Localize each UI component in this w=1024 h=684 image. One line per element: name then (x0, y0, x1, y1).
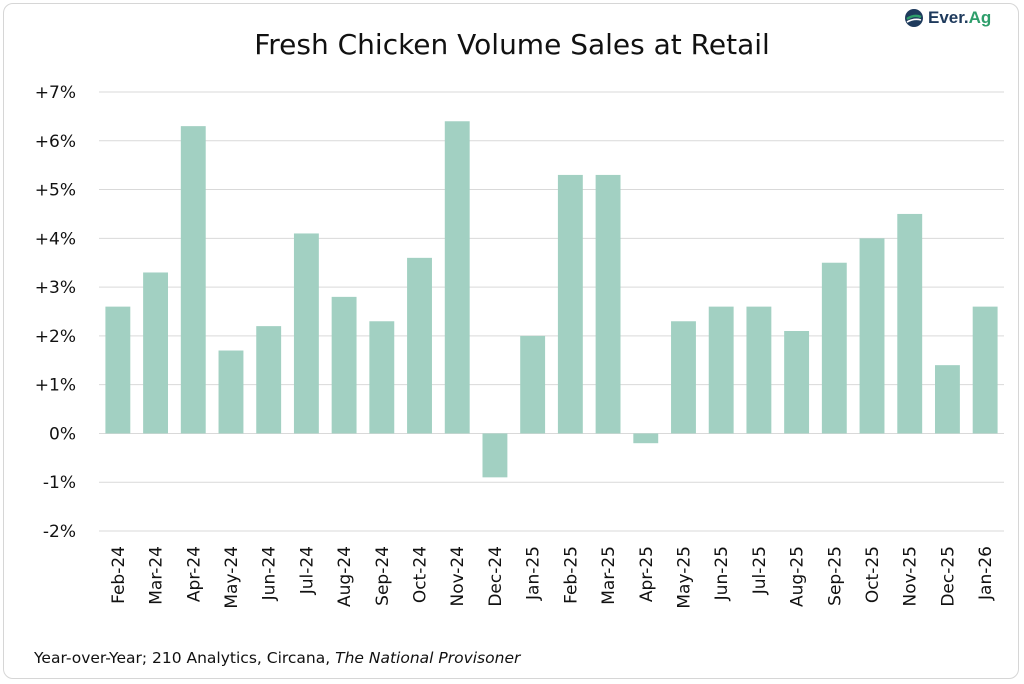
x-tick-label: Jan-25 (524, 546, 544, 601)
x-tick-label: Feb-25 (561, 546, 581, 604)
chart-title: Fresh Chicken Volume Sales at Retail (254, 28, 770, 61)
y-tick-label: +7% (35, 83, 76, 103)
x-tick-label: Aug-24 (335, 546, 355, 607)
x-tick-label: Dec-25 (938, 546, 958, 607)
y-tick-label: +5% (35, 181, 76, 201)
bar-apr-24 (180, 126, 206, 434)
bar-aug-24 (331, 296, 357, 434)
logo-text-accent: Ag (968, 8, 992, 27)
y-tick-label: +1% (35, 376, 76, 396)
bar-may-25 (671, 321, 696, 434)
bar-feb-25 (557, 174, 583, 434)
chart-frame (3, 3, 1019, 679)
logo-text-main: Ever. (928, 8, 969, 27)
bar-sep-25 (821, 262, 847, 434)
bar-dec-24 (482, 433, 508, 478)
bar-oct-25 (859, 238, 885, 434)
y-tick-label: +4% (35, 229, 76, 249)
x-tick-label: Nov-25 (901, 546, 921, 607)
x-tick-label: Dec-24 (486, 546, 506, 607)
x-tick-label: Jul-24 (297, 546, 317, 595)
bar-jan-25 (520, 335, 546, 434)
bar-dec-25 (934, 365, 960, 434)
x-tick-label: Jun-25 (712, 546, 732, 601)
bar-jun-25 (708, 306, 734, 434)
bar-oct-24 (407, 257, 432, 434)
source-publication: The National Provisoner (335, 649, 521, 667)
y-tick-label: 0% (49, 424, 76, 444)
y-tick-label: +2% (35, 327, 76, 347)
x-tick-label: Apr-25 (637, 546, 657, 602)
x-tick-label: Oct-24 (411, 546, 431, 603)
x-tick-label: Feb-24 (109, 546, 129, 604)
x-tick-label: Mar-24 (147, 546, 167, 605)
x-tick-label: Jan-26 (976, 546, 996, 601)
y-tick-label: -2% (43, 522, 76, 542)
bar-aug-25 (784, 331, 810, 434)
x-tick-label: Sep-25 (825, 546, 845, 606)
y-tick-label: +3% (35, 278, 76, 298)
bar-sep-24 (369, 321, 395, 434)
x-tick-label: Oct-25 (863, 546, 883, 603)
source-note: Year-over-Year; 210 Analytics, Circana, … (34, 649, 520, 667)
bar-jul-25 (746, 306, 772, 434)
bar-may-24 (218, 350, 244, 434)
bar-mar-25 (595, 174, 621, 434)
bars (105, 121, 998, 478)
bar-mar-24 (143, 272, 169, 434)
x-tick-label: Nov-24 (448, 546, 468, 607)
ever-ag-logo: Ever. Ag (904, 8, 991, 28)
bar-apr-25 (633, 433, 659, 444)
y-tick-label: +6% (35, 132, 76, 152)
x-tick-label: May-24 (222, 546, 242, 609)
x-tick-label: Mar-25 (599, 546, 619, 605)
bar-jun-24 (256, 326, 282, 434)
bar-jan-26 (972, 306, 998, 434)
x-tick-label: Aug-25 (788, 546, 808, 607)
x-tick-label: Sep-24 (373, 546, 393, 606)
ever-ag-logo-icon (905, 9, 923, 27)
bar-nov-25 (897, 213, 923, 434)
x-tick-label: Jun-24 (260, 546, 280, 601)
source-text: Year-over-Year; 210 Analytics, Circana, (34, 649, 336, 667)
bar-nov-24 (444, 121, 470, 434)
gridlines (99, 91, 1004, 532)
bar-jul-24 (293, 233, 319, 434)
x-tick-label: Jul-25 (750, 546, 770, 595)
y-tick-label: -1% (43, 473, 76, 493)
x-axis-ticks: Feb-24 Mar-24 Apr-24 May-24 Jun-24 Jul-24 Aug-… (109, 546, 996, 609)
y-axis-ticks: -2% -1% 0% +1% +2% +3% +4% +5% +6% +7% (35, 83, 76, 542)
x-tick-label: May-25 (674, 546, 694, 609)
bar-feb-24 (105, 306, 131, 434)
x-tick-label: Apr-24 (184, 546, 204, 602)
